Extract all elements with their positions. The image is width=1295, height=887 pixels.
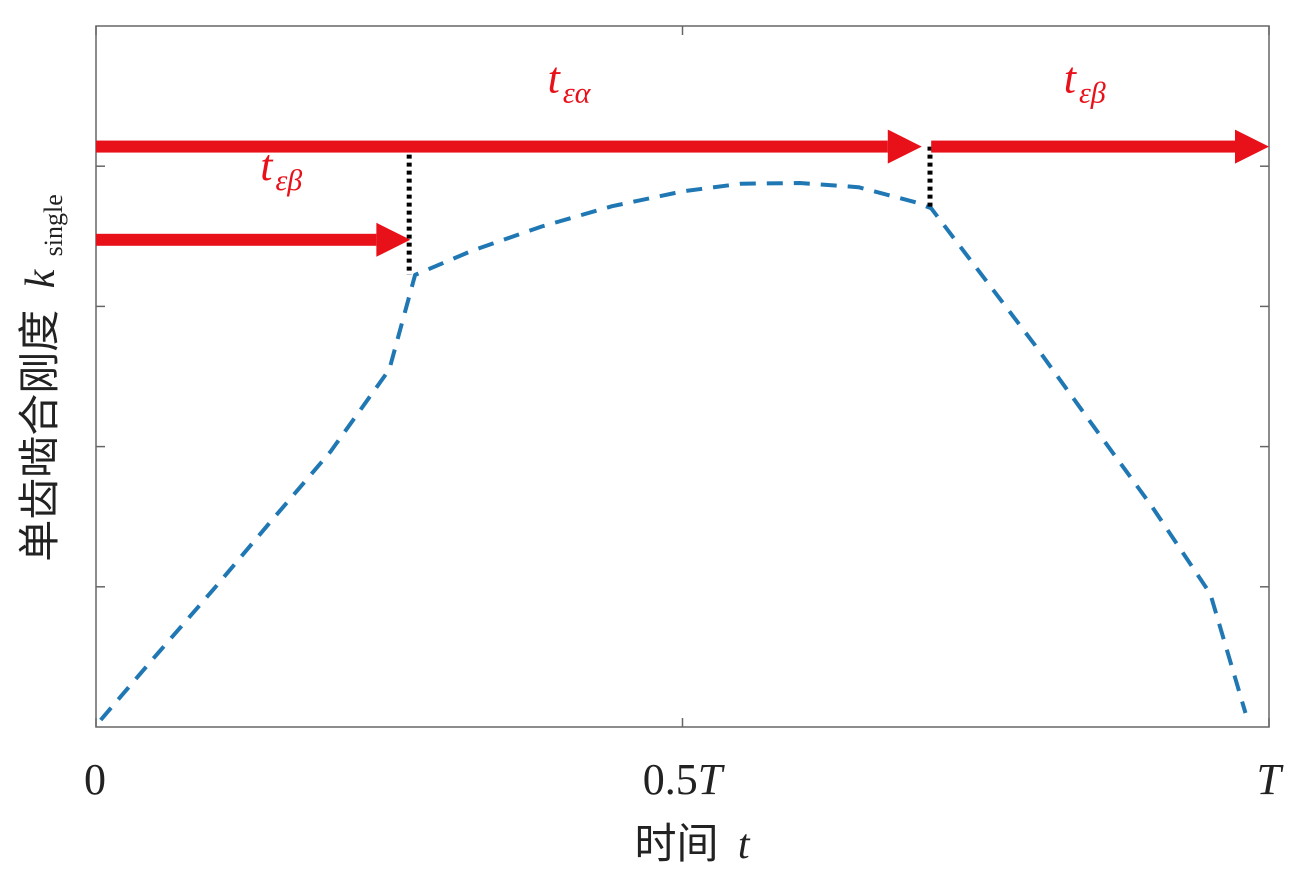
arrow-label-sub-2: εβ bbox=[1079, 77, 1106, 110]
x-axis-title-var: t bbox=[738, 822, 751, 868]
x-tick-label-0: 0 bbox=[84, 755, 106, 804]
plot-frame bbox=[95, 25, 1270, 728]
arrow-label-base-1: t bbox=[548, 54, 562, 103]
arrow-shaft-1 bbox=[96, 140, 888, 153]
x-axis-title-main: 时间 bbox=[634, 819, 718, 868]
x-tick-label-1: 0.5T bbox=[643, 755, 726, 804]
x-tick-label-value-0: 0 bbox=[84, 755, 106, 804]
arrow-label-sub-1: εα bbox=[563, 77, 592, 110]
tick-marks bbox=[95, 26, 1270, 727]
arrow-label-1: t εα bbox=[548, 54, 592, 110]
arrow-label-base-2: t bbox=[1064, 54, 1078, 103]
arrow-head-1 bbox=[887, 129, 922, 164]
series-line-0 bbox=[99, 181, 1248, 722]
arrow-head-0 bbox=[376, 222, 411, 257]
arrow-shaft-2 bbox=[931, 140, 1235, 153]
arrow-0 bbox=[96, 222, 411, 257]
y-axis-title-var: k bbox=[18, 268, 64, 288]
arrow-2 bbox=[931, 129, 1269, 164]
x-tick-label-value-1: 0.5 bbox=[643, 755, 698, 804]
annotation-labels: t εβt εα t εβ bbox=[260, 54, 1106, 198]
arrow-label-sub-0: εβ bbox=[275, 164, 302, 197]
x-axis-title: 时间 t bbox=[634, 819, 750, 868]
series-layer bbox=[99, 181, 1248, 722]
arrow-label-0: t εβ bbox=[260, 141, 302, 197]
arrow-1 bbox=[96, 129, 922, 164]
arrow-label-base-0: t bbox=[260, 141, 274, 190]
y-axis-title-main: 单齿啮合刚度 bbox=[15, 310, 64, 562]
x-tick-label-suffix-1: T bbox=[698, 755, 726, 804]
y-axis-title: 单齿啮合刚度 k single bbox=[15, 194, 68, 562]
arrow-shaft-0 bbox=[96, 233, 377, 246]
y-axis-title-sub: single bbox=[39, 194, 68, 256]
x-tick-labels: 0 0.5T T bbox=[84, 755, 1285, 804]
arrow-label-2: t εβ bbox=[1064, 54, 1106, 110]
arrow-head-2 bbox=[1235, 129, 1269, 164]
arrow-layer bbox=[96, 129, 1269, 257]
x-tick-label-suffix-2: T bbox=[1257, 755, 1285, 804]
x-tick-label-2: T bbox=[1257, 755, 1285, 804]
guide-layer bbox=[406, 146, 933, 275]
